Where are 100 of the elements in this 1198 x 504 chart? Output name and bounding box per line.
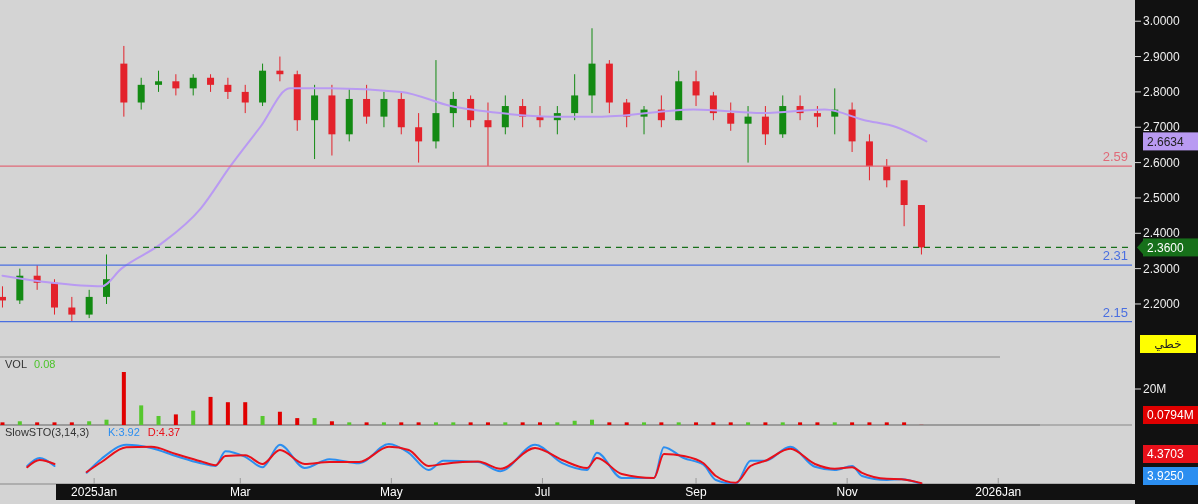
candlestick: [813, 105, 821, 128]
bar: [243, 402, 248, 425]
text: 2.6634: [1147, 134, 1185, 149]
bar: [902, 422, 907, 425]
bar: [139, 405, 144, 425]
text: 0.0794M: [1147, 408, 1194, 423]
bar: [277, 411, 282, 425]
bar: [884, 422, 889, 425]
candlestick: [189, 73, 197, 96]
bar: [832, 422, 837, 425]
bar: [416, 422, 421, 425]
candlestick: [571, 73, 579, 121]
candlestick: [709, 91, 717, 121]
bar: [52, 422, 57, 425]
candlestick: [85, 289, 93, 319]
bar: [590, 419, 595, 425]
bar: [364, 422, 369, 425]
text: 3.9250: [1147, 469, 1185, 484]
ref-line-label: 2.31: [1102, 248, 1128, 264]
series-label: D:4.37: [147, 426, 181, 438]
y-tick-label: 2.6000: [1143, 155, 1181, 170]
candlestick: [484, 102, 492, 167]
bar: [208, 396, 213, 425]
bar: [191, 410, 196, 425]
series-label: K:3.92: [108, 426, 140, 438]
y-tick-label: 3.0000: [1143, 14, 1181, 29]
y-tick-label: 2.2000: [1143, 297, 1181, 312]
text: 4.3703: [1147, 447, 1185, 462]
x-tick-label: 2025Jan: [71, 485, 118, 499]
bar: [260, 415, 265, 425]
ref-line-label: 2.15: [1102, 304, 1128, 320]
bar: [225, 402, 230, 425]
y-tick-label: 2.7000: [1143, 120, 1181, 135]
bar: [537, 422, 542, 425]
candlestick: [467, 94, 475, 128]
bar: [746, 422, 751, 425]
bar: [676, 422, 681, 425]
candlestick: [137, 77, 145, 111]
x-tick-label: Sep: [685, 485, 708, 499]
text: 0.08: [34, 358, 56, 370]
bar: [607, 422, 612, 425]
candlestick: [727, 102, 735, 132]
bar: [867, 422, 872, 425]
bar: [728, 422, 733, 425]
y-tick-label: 2.3000: [1143, 261, 1181, 276]
bar: [399, 422, 404, 425]
ref-line-label: 2.59: [1102, 149, 1128, 165]
bar: [173, 414, 178, 425]
bar: [468, 422, 473, 425]
bar: [798, 422, 803, 425]
y-tick-label: 2.9000: [1143, 49, 1181, 64]
bar: [451, 422, 456, 425]
text: 20M: [1143, 382, 1167, 397]
candlestick: [172, 73, 180, 96]
y-tick-label: 2.8000: [1143, 85, 1181, 100]
bar: [642, 422, 647, 425]
bar: [295, 418, 300, 425]
bar: [850, 422, 855, 425]
x-tick-label: May: [380, 485, 403, 499]
chart-title: SlowSTO(3,14,3): [5, 426, 90, 438]
bar: [624, 422, 629, 425]
candlestick: [415, 112, 423, 164]
x-tick-label: Mar: [229, 485, 251, 499]
candlestick: [363, 84, 371, 125]
bar: [659, 422, 664, 425]
candlestick: [68, 296, 76, 323]
bar: [17, 421, 22, 425]
bar: [433, 422, 438, 425]
x-tick-label: 2026Jan: [975, 485, 1022, 499]
x-tick-label: Jul: [534, 485, 551, 499]
candlestick: [241, 84, 249, 114]
ref-line-label: 2.3600: [1147, 240, 1185, 255]
bar: [35, 422, 40, 425]
bar: [572, 420, 577, 425]
bar: [381, 422, 386, 425]
bar: [347, 422, 352, 425]
bar: [763, 422, 768, 425]
bar: [0, 422, 5, 425]
bar: [312, 418, 317, 425]
bar: [104, 419, 109, 425]
y-tick-label: 2.4000: [1143, 226, 1181, 241]
bar: [694, 422, 699, 425]
candlestick: [883, 158, 891, 188]
bar: [87, 421, 92, 425]
bar: [156, 415, 161, 425]
candlestick: [761, 105, 769, 146]
candlestick: [692, 70, 700, 107]
bar: [520, 422, 525, 425]
candlestick: [224, 77, 232, 100]
bar: [69, 422, 74, 425]
bar: [780, 422, 785, 425]
y-tick-label: 2.5000: [1143, 191, 1181, 206]
bar: [711, 422, 716, 425]
bar: [503, 422, 508, 425]
candlestick: [744, 105, 752, 164]
bar: [555, 422, 560, 425]
candlestick: [380, 91, 388, 128]
candlestick: [155, 70, 163, 93]
candlestick: [501, 94, 509, 135]
text: خطي: [1154, 337, 1182, 352]
